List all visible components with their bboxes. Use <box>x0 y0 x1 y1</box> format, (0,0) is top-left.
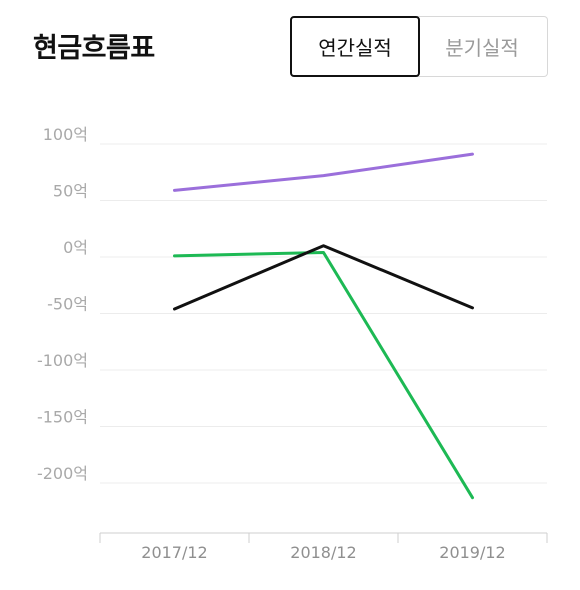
tab-quarterly[interactable]: 분기실적 <box>417 16 548 77</box>
series-line-2 <box>173 244 474 311</box>
x-axis: 2017/12 2018/12 2019/12 <box>99 532 548 562</box>
x-tick-label: 2018/12 <box>290 543 356 562</box>
tab-annual[interactable]: 연간실적 <box>290 16 420 77</box>
page-title: 현금흐름표 <box>33 33 155 64</box>
series-lines <box>173 152 474 500</box>
x-tick-label: 2019/12 <box>439 543 505 562</box>
y-tick-label: 0억 <box>63 238 88 257</box>
y-tick-label: -50억 <box>47 295 88 314</box>
y-tick-label: -200억 <box>37 464 88 483</box>
y-tick-label: 50억 <box>53 182 88 201</box>
period-toggle: 연간실적 분기실적 <box>290 16 548 77</box>
y-tick-label: 100억 <box>43 125 88 144</box>
series-line-1 <box>173 250 474 500</box>
y-tick-label: -150억 <box>37 408 88 427</box>
y-tick-label: -100억 <box>37 351 88 370</box>
gridlines <box>100 143 547 484</box>
y-axis-ticks: 100억 50억 0억 -50억 -100억 -150억 -200억 <box>37 125 88 483</box>
x-tick-label: 2017/12 <box>141 543 207 562</box>
series-line-0 <box>173 152 474 192</box>
